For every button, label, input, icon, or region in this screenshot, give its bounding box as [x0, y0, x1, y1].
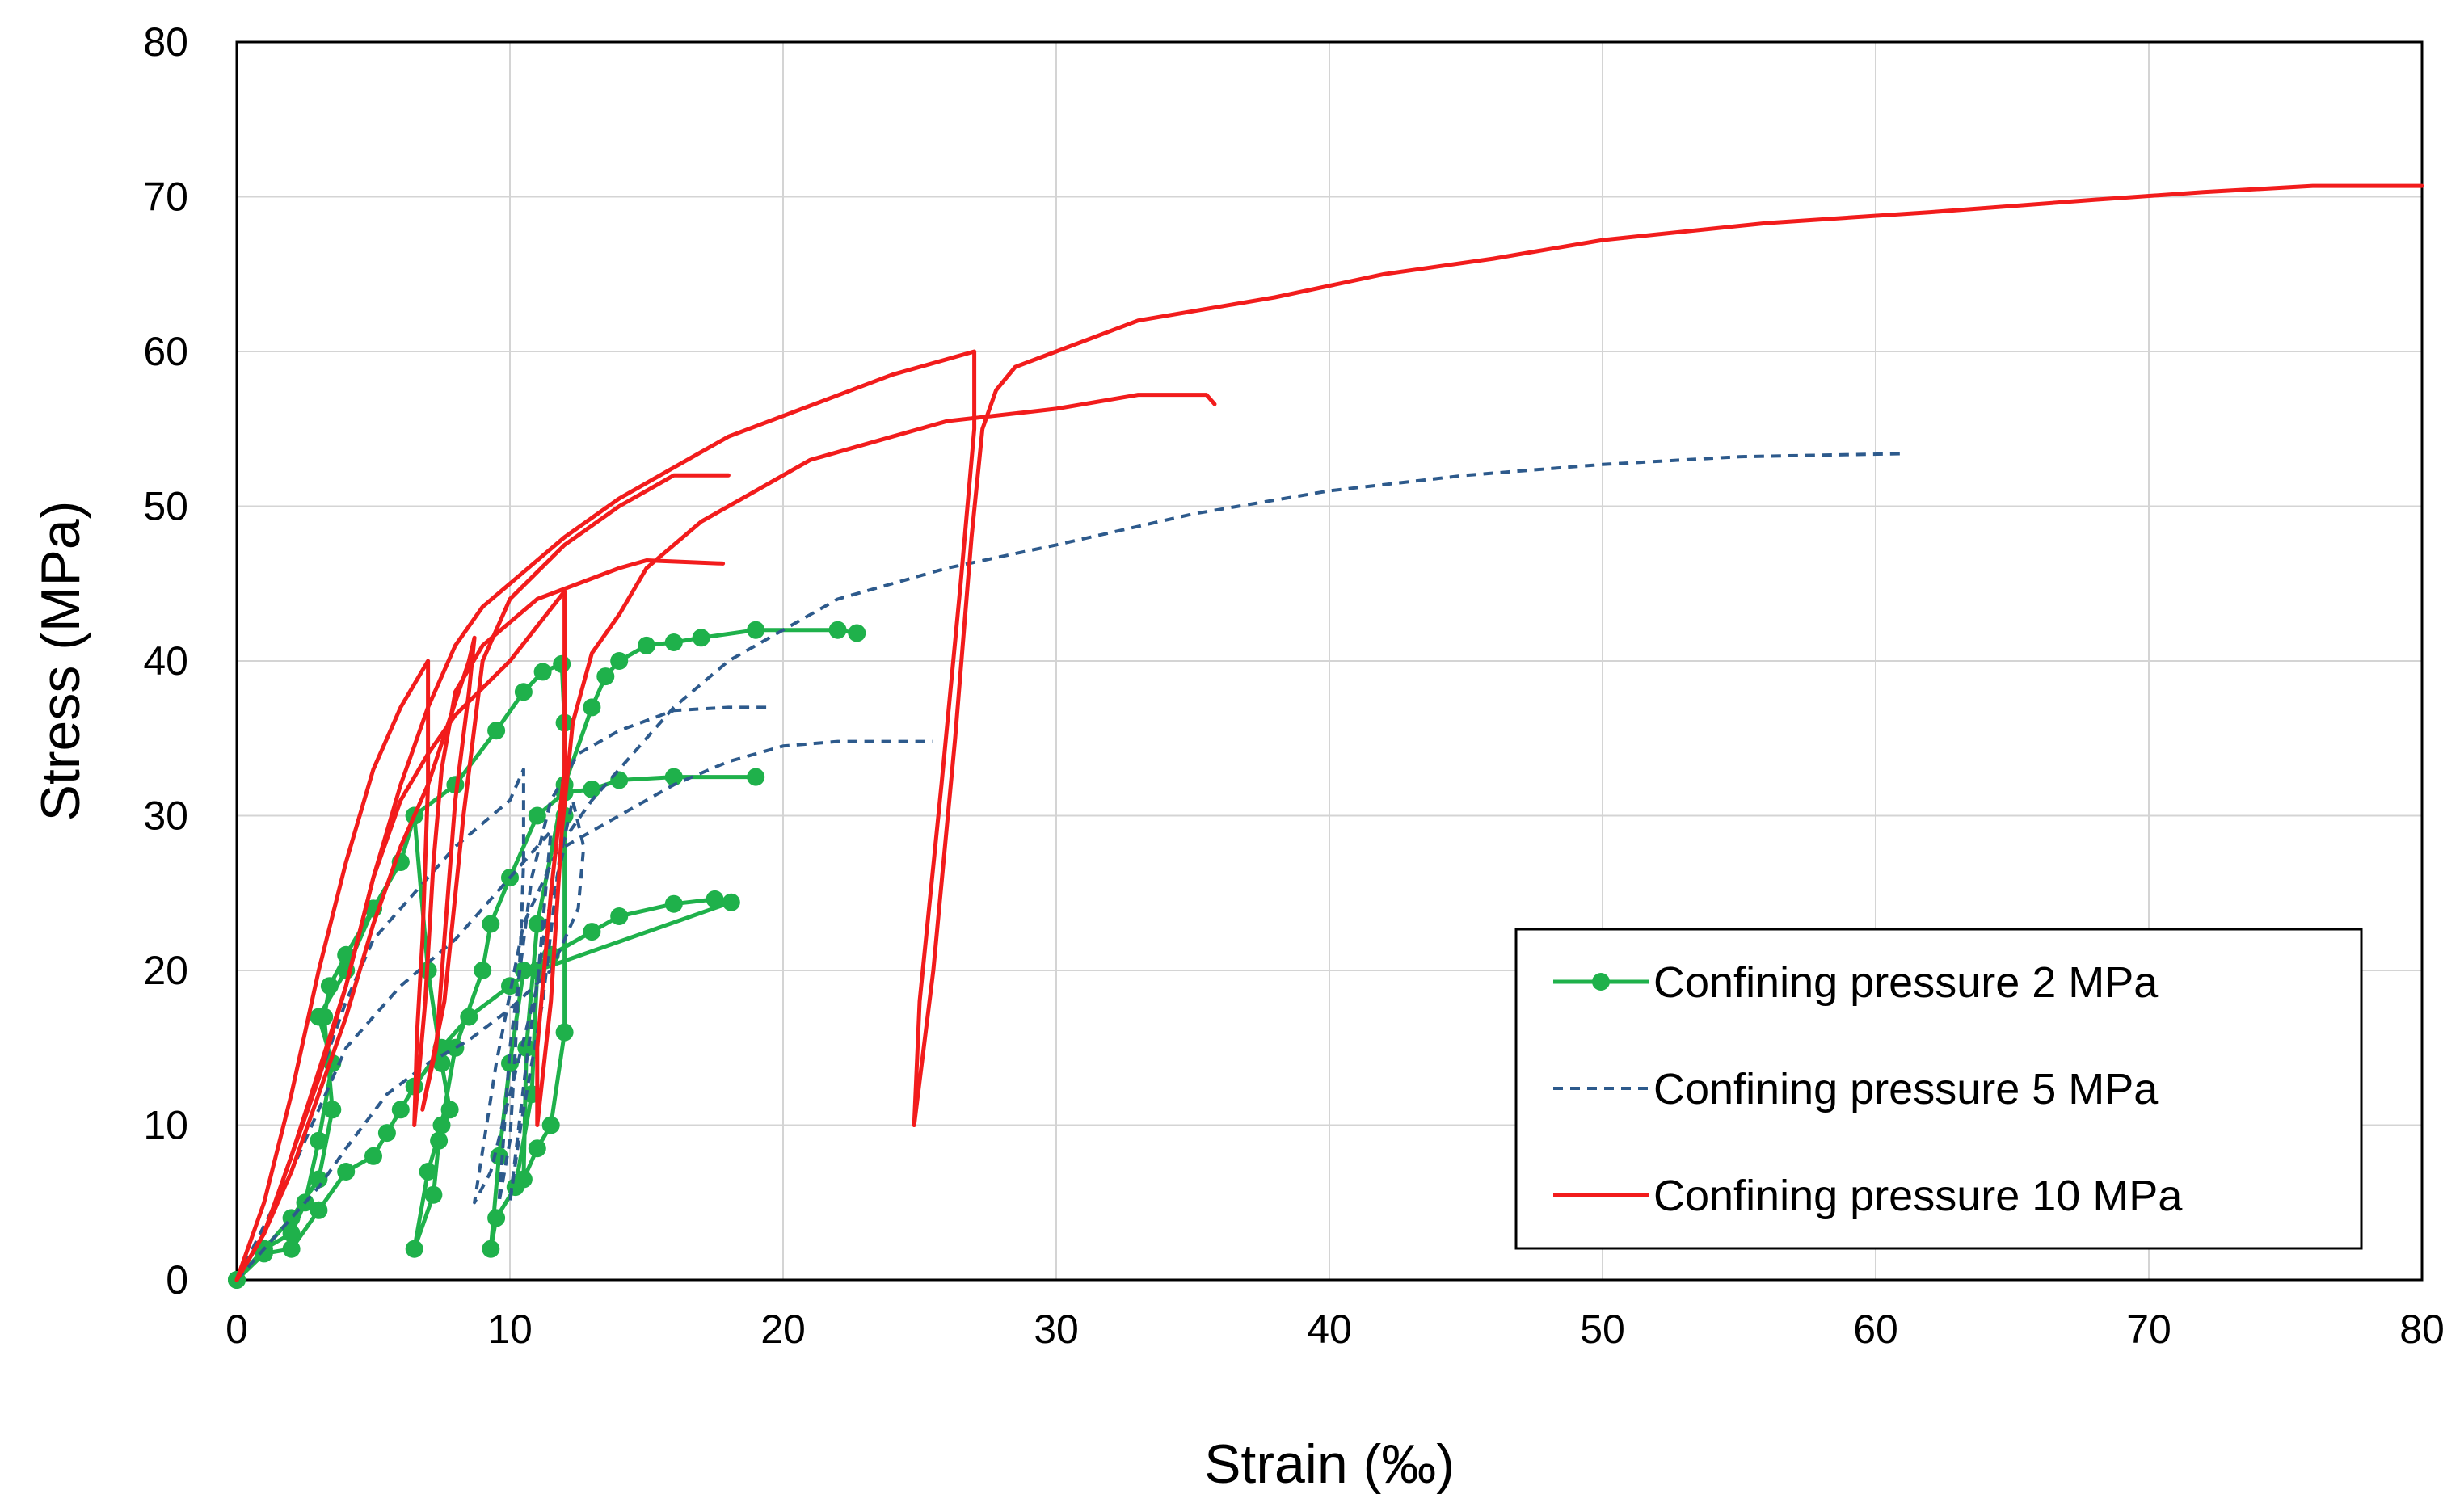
data-point [315, 1008, 334, 1026]
x-tick-label: 0 [225, 1307, 248, 1352]
data-point [440, 1101, 459, 1119]
data-point [664, 633, 683, 651]
data-point [337, 1163, 356, 1181]
legend-label: Confining pressure 10 MPa [1653, 1172, 2183, 1220]
x-tick-label: 50 [1580, 1307, 1625, 1352]
data-point [528, 806, 546, 825]
y-tick-label: 0 [166, 1257, 188, 1303]
data-point [282, 1240, 301, 1258]
data-point [405, 1240, 423, 1258]
data-point [487, 1209, 506, 1227]
series-line [235, 739, 933, 1282]
data-point [482, 915, 500, 933]
x-tick-label: 10 [487, 1307, 533, 1352]
data-point [430, 1131, 449, 1150]
x-tick-label: 60 [1853, 1307, 1898, 1352]
data-point [828, 621, 847, 639]
data-point [310, 1170, 328, 1189]
data-point [583, 923, 601, 941]
legend-label: Confining pressure 5 MPa [1653, 1065, 2159, 1113]
legend-marker [1592, 973, 1610, 991]
data-point [610, 652, 629, 670]
data-point [506, 1178, 524, 1197]
grid [237, 42, 2422, 1280]
data-point [638, 636, 655, 654]
y-axis-title: Stress (MPa) [30, 501, 91, 822]
plot-area-border [235, 40, 2424, 1282]
data-point [320, 977, 339, 995]
data-point [610, 771, 629, 789]
data-point [460, 1008, 478, 1026]
data-point [323, 1101, 342, 1119]
series-group [235, 452, 1903, 1282]
series-line [235, 452, 1903, 1281]
tick-labels: 0 10 20 30 40 50 60 70 80 0 10 20 30 40 50 60 70 80 [143, 19, 2444, 1352]
legend: Confining pressure 2 MPa Confining pressu… [1514, 928, 2363, 1250]
x-tick-label: 20 [760, 1307, 806, 1352]
data-point [528, 1139, 546, 1158]
data-point [583, 698, 601, 717]
data-point [555, 1023, 574, 1042]
data-point [553, 654, 571, 673]
y-tick-label: 70 [143, 175, 188, 220]
y-tick-label: 30 [143, 793, 188, 839]
data-point [391, 1101, 410, 1119]
legend-box [1514, 928, 2363, 1250]
data-point [446, 1038, 465, 1057]
legend-items: Confining pressure 2 MPa Confining pressu… [1553, 958, 2183, 1220]
data-point [432, 1054, 451, 1072]
data-point [533, 663, 552, 681]
data-point [722, 893, 740, 911]
y-tick-label: 20 [143, 948, 188, 993]
data-point [664, 894, 683, 913]
data-point [848, 624, 866, 642]
data-point [583, 780, 601, 798]
data-point [482, 1240, 500, 1258]
x-tick-label: 40 [1307, 1307, 1352, 1352]
x-tick-label: 70 [2126, 1307, 2171, 1352]
x-axis-title: Strain (‰) [1204, 1433, 1455, 1495]
y-tick-label: 40 [143, 638, 188, 684]
data-point [377, 1124, 396, 1143]
data-point [596, 667, 615, 686]
y-tick-label: 50 [143, 484, 188, 529]
data-point [706, 890, 724, 908]
series-group [228, 621, 866, 1289]
data-point [310, 1131, 328, 1150]
data-point [424, 1185, 443, 1204]
y-tick-label: 10 [143, 1103, 188, 1148]
x-tick-label: 30 [1034, 1307, 1079, 1352]
x-tick-label: 80 [2399, 1307, 2445, 1352]
data-point [541, 1116, 560, 1134]
series-line [234, 473, 731, 1282]
data-point [747, 621, 765, 639]
data-point [692, 629, 710, 647]
series-line [235, 705, 770, 1282]
data-point [487, 722, 506, 740]
legend-label: Confining pressure 2 MPa [1653, 958, 2159, 1007]
data-point [514, 683, 533, 701]
data-point [747, 768, 765, 786]
data-point [255, 1244, 273, 1263]
data-point [610, 907, 629, 925]
data-point [337, 945, 356, 964]
data-point [282, 1224, 301, 1243]
data-point [364, 1147, 382, 1165]
data-point [474, 962, 492, 979]
data-point [419, 1163, 437, 1181]
data-point [664, 768, 683, 786]
series-group [234, 183, 2424, 1282]
series-line [234, 558, 726, 1282]
series-layer [228, 183, 2424, 1289]
y-tick-label: 60 [143, 329, 188, 374]
data-point [310, 1201, 328, 1219]
y-tick-label: 80 [143, 19, 188, 65]
series-line [234, 183, 2424, 1282]
data-point [432, 1116, 451, 1134]
